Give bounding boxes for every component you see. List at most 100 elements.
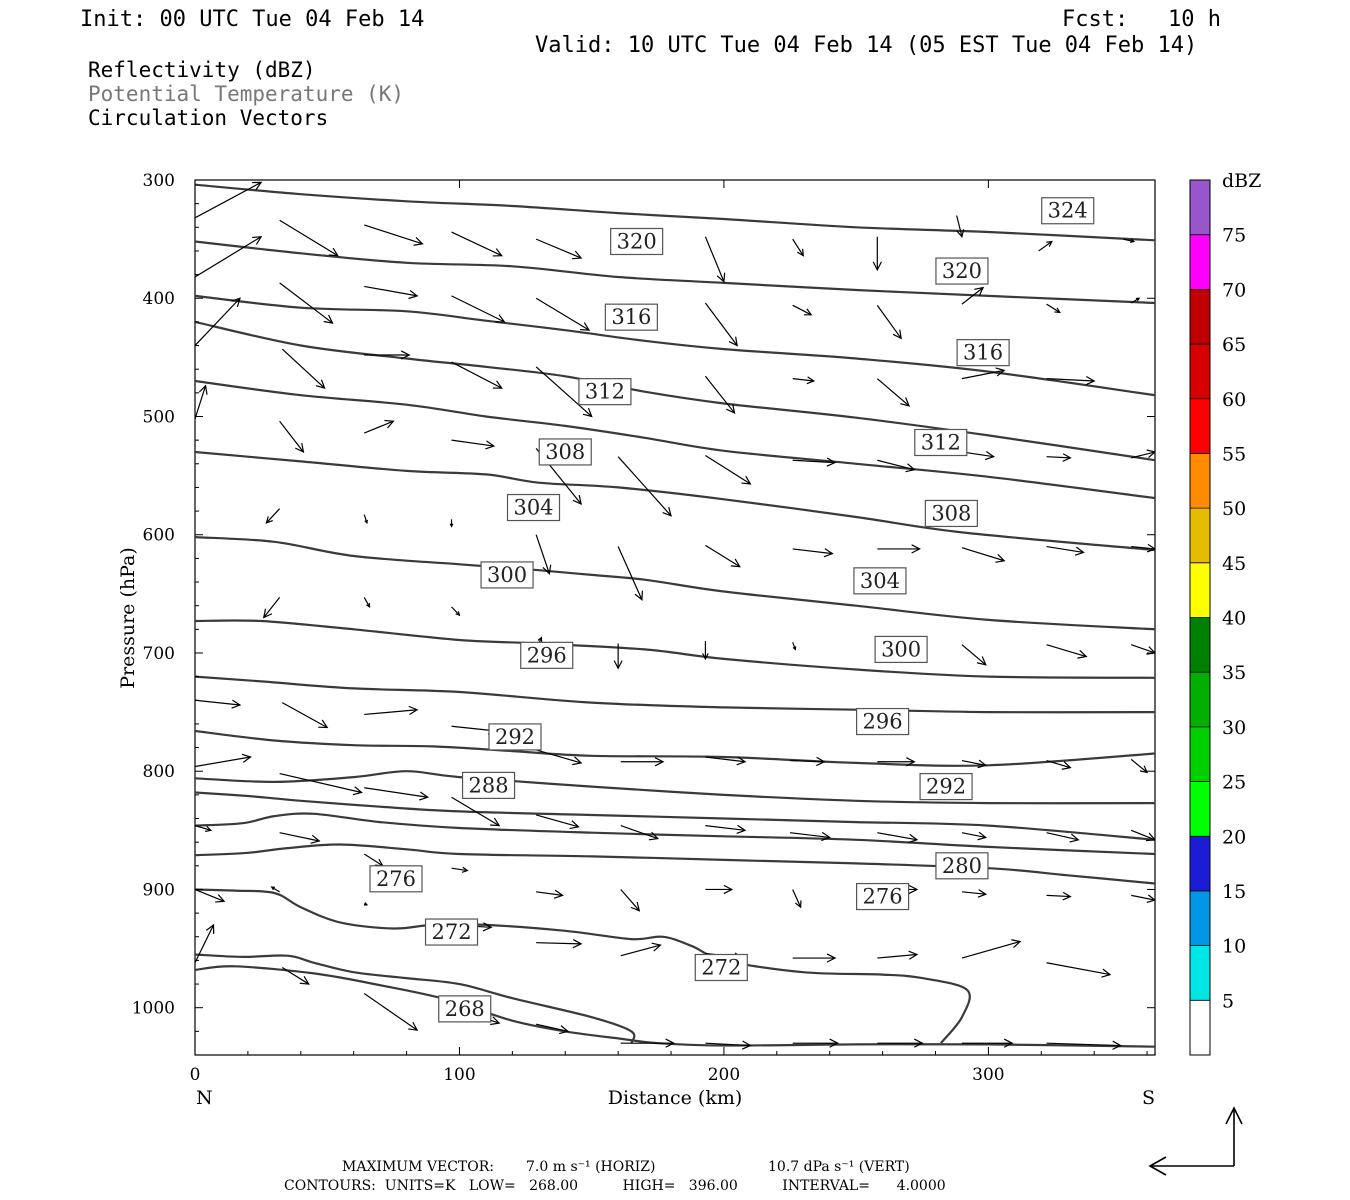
circulation-vector — [281, 966, 310, 985]
circulation-vector — [195, 297, 241, 346]
contour-label: 304 — [513, 496, 553, 520]
circulation-vector — [195, 888, 226, 903]
circulation-vector — [617, 546, 643, 601]
circulation-vector — [1046, 891, 1072, 901]
max-vector-label: MAXIMUM VECTOR: — [342, 1159, 494, 1175]
y-tick-label: 300 — [143, 171, 175, 191]
y-axis-label: Pressure (hPa) — [117, 547, 139, 689]
circulation-vector — [705, 454, 752, 485]
circulation-vector — [195, 923, 215, 964]
circulation-vector — [956, 215, 965, 239]
y-tick-label: 400 — [143, 289, 175, 309]
colorbar-swatch — [1190, 672, 1210, 727]
colorbar-level-label: 35 — [1222, 662, 1246, 684]
x-end-label-north: N — [196, 1087, 213, 1109]
circulation-vector — [876, 304, 902, 340]
circulation-vector — [1038, 240, 1053, 252]
contour-label: 308 — [931, 501, 971, 525]
theta-contour-308 — [195, 379, 1155, 500]
colorbar-level-label: 5 — [1222, 990, 1234, 1012]
colorbar-swatch — [1190, 508, 1210, 563]
contour-label-box — [935, 257, 989, 285]
circulation-vector — [704, 302, 738, 347]
contour-label-box — [1041, 197, 1095, 225]
circulation-vector — [535, 749, 583, 766]
circulation-vector — [535, 297, 591, 331]
theta-contour-272 — [195, 953, 636, 1044]
circulation-vector — [1131, 449, 1155, 459]
circulation-vector — [877, 832, 919, 843]
circulation-vector — [792, 548, 834, 558]
circulation-vector — [270, 886, 280, 893]
circulation-vector — [1130, 829, 1155, 842]
circulation-vector — [363, 853, 384, 867]
contour-label: 324 — [1048, 199, 1088, 223]
axes: 0 100 200 300 300 400 500 600 700 800 900 1000 — [132, 171, 1155, 1085]
theta-contour-280 — [195, 812, 1155, 856]
circulation-vector — [363, 514, 368, 525]
circulation-vector — [705, 756, 747, 766]
circulation-vector — [281, 348, 326, 390]
circulation-vector — [705, 884, 734, 895]
contour-label-box — [610, 227, 664, 256]
circulation-vector — [961, 759, 988, 769]
contour-label-box — [438, 995, 492, 1023]
circulation-vector — [1123, 238, 1136, 244]
circulation-vector — [364, 350, 411, 360]
colorbar-swatch — [1190, 781, 1210, 837]
contour-label: 304 — [860, 569, 900, 593]
circulation-vector — [877, 1038, 924, 1048]
circulation-vector — [789, 831, 832, 842]
valid-time: Valid: 10 UTC Tue 04 Feb 14 (05 EST Tue … — [535, 33, 1197, 58]
theta-contour-288 — [195, 770, 1155, 805]
circulation-vector — [279, 772, 363, 796]
contour-label-box — [853, 567, 907, 595]
circulation-vector — [792, 889, 802, 909]
circulation-vector — [961, 889, 988, 898]
circulation-vector — [262, 597, 281, 619]
theta-contour-292 — [195, 729, 1155, 767]
y-tick-label: 600 — [143, 526, 175, 546]
theta-contour-296 — [195, 675, 1155, 714]
circulation-vector — [1046, 962, 1112, 978]
dbz-colorbar: 5 10 15 20 25 30 35 40 45 50 55 60 65 70 75 — [1189, 179, 1246, 1056]
contour-label: 292 — [495, 725, 535, 749]
circulation-vector — [1046, 376, 1096, 386]
circulation-vector — [961, 547, 1006, 563]
x-axis-label: Distance (km) — [608, 1087, 743, 1109]
circulation-vector — [620, 757, 665, 767]
contour-label-box — [604, 303, 658, 331]
circulation-vector — [451, 295, 506, 323]
circulation-vectors — [195, 181, 1155, 1050]
contour-label: 308 — [545, 440, 585, 464]
circulation-vector — [1131, 644, 1155, 655]
contour-label-box — [424, 918, 479, 946]
circulation-vector — [363, 902, 369, 906]
circulation-vector — [961, 1038, 1014, 1048]
max-vector-vert: 10.7 dPa s⁻¹ (VERT) — [768, 1159, 910, 1175]
contour-label-box — [956, 339, 1010, 367]
contour-label: 316 — [611, 305, 651, 329]
circulation-vector — [702, 641, 709, 661]
contour-label: 296 — [863, 710, 903, 734]
circulation-vector — [961, 367, 1006, 380]
circulation-vector — [792, 642, 797, 651]
circulation-vector — [620, 889, 641, 912]
contour-label-box — [538, 438, 592, 466]
colorbar-level-label: 40 — [1222, 608, 1246, 630]
theta-contour-300 — [195, 536, 1155, 631]
circulation-vector — [705, 544, 741, 568]
circulation-vector — [877, 950, 919, 960]
y-tick-label: 900 — [143, 880, 175, 900]
circulation-vector — [451, 796, 501, 827]
y-tick-label: 1000 — [132, 999, 175, 1019]
x-tick-label: 100 — [443, 1065, 475, 1085]
circulation-vector — [364, 419, 395, 434]
contour-label: 296 — [527, 643, 567, 667]
circulation-vector — [1046, 1040, 1122, 1050]
circulation-vector — [279, 832, 321, 844]
contour-label-box — [856, 882, 910, 911]
contour-label: 312 — [921, 431, 961, 455]
colorbar-level-label: 45 — [1222, 553, 1246, 575]
